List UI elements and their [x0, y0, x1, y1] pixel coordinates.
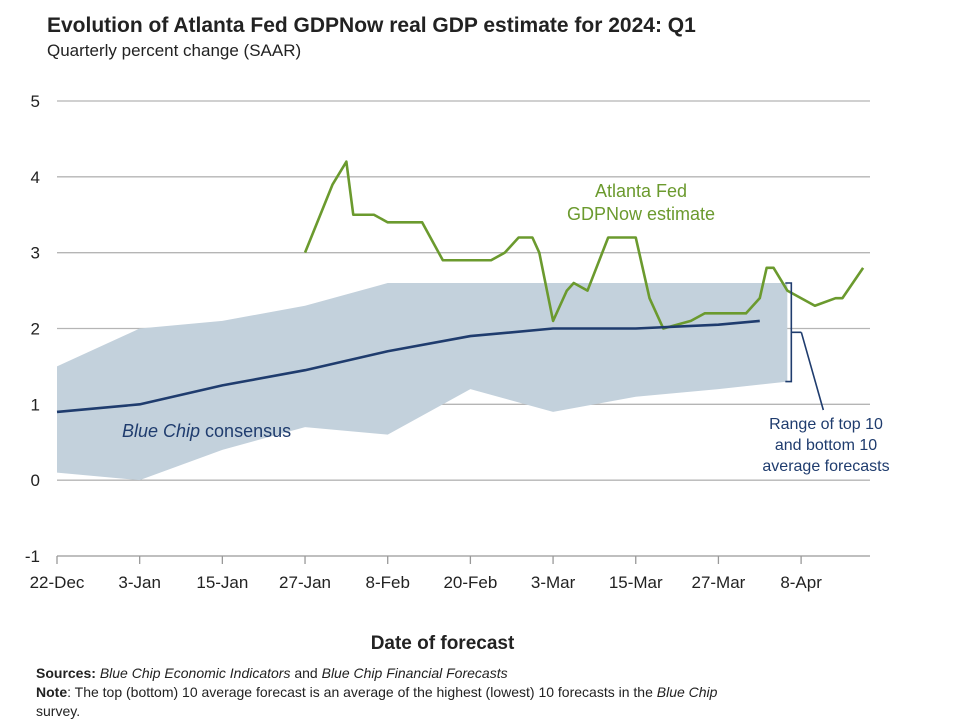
x-tick-label: 8-Apr	[780, 573, 822, 592]
bluechip-label-rest: consensus	[200, 421, 291, 441]
y-tick-label: 3	[31, 244, 40, 263]
footnote-note-end: survey.	[36, 703, 81, 719]
x-tick-label: 15-Jan	[196, 573, 248, 592]
chart-subtitle: Quarterly percent change (SAAR)	[47, 41, 302, 60]
note-italic: Blue Chip	[656, 684, 718, 700]
x-axis-title: Date of forecast	[370, 633, 515, 654]
series-layer	[56, 160, 865, 414]
x-tick-label: 27-Mar	[691, 573, 745, 592]
y-tick-label: 0	[31, 471, 40, 490]
note-text: : The top (bottom) 10 average forecast i…	[67, 684, 657, 700]
bluechip-label: Blue Chip consensus	[122, 421, 291, 441]
gdpnow-label: GDPNow estimate	[567, 204, 715, 224]
range-pointer	[800, 332, 825, 411]
annotation-layer: Atlanta Fed GDPNow estimate Blue Chip cons…	[122, 181, 890, 475]
y-tick-label: -1	[25, 547, 40, 566]
y-tick-label: 2	[31, 320, 40, 339]
range-band	[57, 283, 788, 481]
sources-label: Sources:	[36, 665, 96, 681]
x-tick-label: 15-Mar	[609, 573, 663, 592]
axis-layer: -1 0 1 2 3 4 5 22-Dec 3-Jan 15-Jan 27-Jan 8-Feb 20-F…	[25, 92, 870, 592]
sources-italic-2: Blue Chip Financial Forecasts	[321, 665, 508, 681]
x-tick-label: 22-Dec	[30, 573, 85, 592]
chart-title: Evolution of Atlanta Fed GDPNow real GDP…	[47, 14, 696, 37]
x-tick-label: 27-Jan	[279, 573, 331, 592]
x-tick-label: 3-Jan	[118, 573, 161, 592]
range-label: and bottom 10	[775, 437, 877, 454]
y-tick-label: 5	[31, 92, 40, 111]
gdpnow-label: Atlanta Fed	[595, 181, 687, 201]
range-label: Range of top 10	[769, 416, 883, 433]
gdpnow-line	[303, 160, 865, 330]
bluechip-label-italic: Blue Chip	[122, 421, 200, 441]
sources-italic-1: Blue Chip Economic Indicators	[99, 665, 291, 681]
range-label: average forecasts	[762, 458, 889, 475]
footnote-note: Note: The top (bottom) 10 average foreca…	[36, 684, 717, 700]
footnote-sources: Sources: Blue Chip Economic Indicators a…	[36, 665, 508, 681]
range-bracket	[785, 282, 802, 383]
y-tick-label: 4	[31, 168, 40, 187]
x-tick-label: 8-Feb	[366, 573, 410, 592]
sources-mid: and	[290, 665, 322, 681]
note-label: Note	[36, 684, 68, 700]
range-band-layer	[57, 283, 788, 481]
x-tick-label: 20-Feb	[443, 573, 497, 592]
x-tick-label: 3-Mar	[531, 573, 576, 592]
bluechip-line	[56, 319, 760, 414]
y-tick-label: 1	[31, 395, 40, 414]
